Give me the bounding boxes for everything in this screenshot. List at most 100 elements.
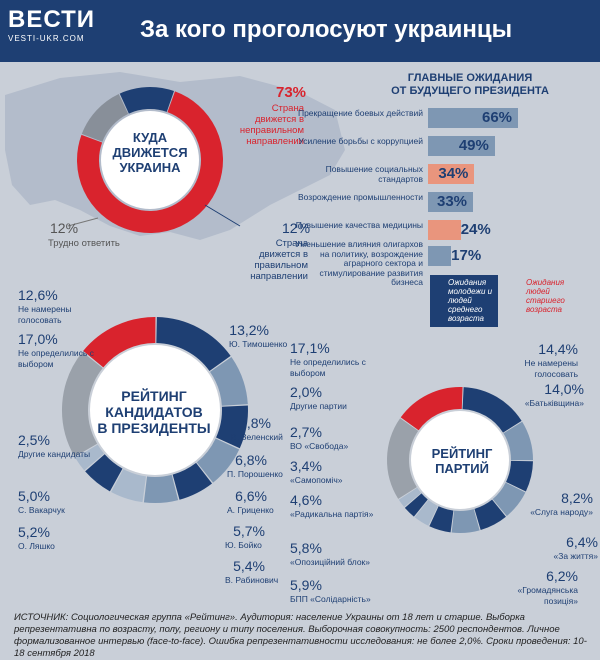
expectation-label: Возрождение промышленности <box>298 192 423 202</box>
logo-text: ВЕСТИ <box>8 6 95 33</box>
candidate-value: 17,0% <box>18 331 58 347</box>
party-name: «Батьківщина» <box>524 398 584 408</box>
direction-center-label: КУДА ДВИЖЕТСЯ УКРАИНА <box>95 130 205 175</box>
direction-center-line: УКРАИНА <box>119 160 181 175</box>
candidates-donut-segment <box>196 437 240 483</box>
candidates-donut-segment <box>62 351 103 457</box>
expectation-value: 17% <box>451 247 482 264</box>
candidate-name: А. Гриценко <box>227 505 274 515</box>
old-legend-box: Ожидания людей старшего возраста <box>516 275 586 327</box>
party-value: 14,0% <box>544 381 584 397</box>
expectation-bar <box>428 108 518 128</box>
wrong-direction-pct: 73% <box>276 84 307 101</box>
candidate-name: С. Вакарчук <box>18 505 65 515</box>
page-title: За кого проголосуют украинцы <box>140 16 513 43</box>
header-bar: ВЕСТИ VESTI-UKR.COM За кого проголосуют … <box>0 0 600 62</box>
candidate-name: Не намерены голосовать <box>18 304 72 325</box>
expectation-label: Прекращение боевых действий <box>297 108 423 118</box>
candidates-donut-hole <box>90 345 220 475</box>
source-note: ИСТОЧНИК: Социологическая группа «Рейтин… <box>14 612 587 659</box>
party-value: 6,2% <box>546 568 578 584</box>
candidate-name: В. Рабинович <box>225 575 279 585</box>
direction-center-line: ДВИЖЕТСЯ <box>112 145 188 160</box>
direction-donut-segment <box>77 91 223 233</box>
candidate-value: 5,7% <box>233 523 265 539</box>
party-value: 17,1% <box>290 340 330 356</box>
candidate-value: 12,6% <box>18 287 58 303</box>
parties-donut-segment <box>462 387 522 434</box>
party-name: БПП «Солідарність» <box>290 594 371 604</box>
parties-donut-segment <box>404 493 428 517</box>
expectation-label: Усиление борьбы с коррупцией <box>298 136 423 146</box>
parties-donut-segment <box>505 460 533 492</box>
candidates-donut-segment <box>215 405 248 449</box>
right-direction-pct: 12% <box>282 220 311 236</box>
parties-donut-segment <box>387 418 419 499</box>
candidates-donut-segment <box>155 317 231 372</box>
candidate-value: 6,6% <box>235 488 267 504</box>
parties-donut-segment <box>398 487 422 508</box>
parties-donut-segment <box>492 482 526 517</box>
wrong-direction-label: Страна движется в неправильном направлен… <box>239 103 304 147</box>
candidates-donut-segment <box>83 317 156 368</box>
candidate-name: П. Порошенко <box>227 469 283 479</box>
candidate-value: 5,4% <box>233 558 265 574</box>
parties-center-line: ПАРТИЙ <box>435 461 489 476</box>
candidate-value: 5,2% <box>18 524 50 540</box>
candidates-center-line: КАНДИДАТОВ <box>105 404 203 420</box>
parties-center-label: РЕЙТИНГ ПАРТИЙ <box>412 446 512 476</box>
expectation-value: 33% <box>437 193 468 210</box>
candidate-value: 5,0% <box>18 488 50 504</box>
candidates-donut-segment <box>143 474 179 503</box>
candidate-value: 13,2% <box>229 322 269 338</box>
parties-donut-segment <box>503 421 534 461</box>
parties-donut-hole <box>411 411 509 509</box>
party-name: «Радикальна партія» <box>290 509 374 519</box>
expectation-value: 49% <box>458 137 489 154</box>
expectation-bar <box>428 192 473 212</box>
party-name: «Слуга народу» <box>530 507 593 517</box>
party-name: «Опозиційний блок» <box>290 557 370 567</box>
candidates-donut-segment <box>85 453 123 492</box>
candidates-donut-segment <box>172 462 213 500</box>
party-value: 4,6% <box>290 492 322 508</box>
expectation-bar <box>428 246 452 266</box>
logo-subtext: VESTI-UKR.COM <box>8 34 85 43</box>
expectation-bar <box>428 220 461 240</box>
parties-center-line: РЕЙТИНГ <box>431 446 493 461</box>
young-legend-text: Ожидания молодежи и людей среднего возра… <box>448 278 493 323</box>
logo: ВЕСТИ VESTI-UKR.COM <box>8 6 95 54</box>
expectations-title-line: ОТ БУДУЩЕГО ПРЕЗИДЕНТА <box>391 85 549 97</box>
direction-donut-hole <box>101 111 199 209</box>
expectation-bar <box>428 164 475 184</box>
candidate-value: 2,5% <box>18 432 50 448</box>
expectation-value: 24% <box>460 221 491 238</box>
candidates-donut-segment <box>75 444 105 471</box>
expectations-title-line: ГЛАВНЫЕ ОЖИДАНИЯ <box>407 72 533 84</box>
party-name: Другие партии <box>290 401 347 411</box>
candidate-name: В. Зеленский <box>231 432 283 442</box>
party-name: ВО «Свобода» <box>290 441 349 451</box>
candidates-donut-segment <box>111 468 147 503</box>
expectation-value: 34% <box>438 165 469 182</box>
old-legend-text: Ожидания людей старшего возраста <box>526 278 565 314</box>
hard-to-say-label: Трудно ответить <box>48 238 120 249</box>
candidate-value: 6,8% <box>235 452 267 468</box>
party-name: Не определились с выбором <box>290 357 366 378</box>
direction-donut-segment <box>81 94 129 143</box>
parties-donut-segment <box>451 508 480 533</box>
party-name: «Самопоміч» <box>290 475 343 485</box>
party-name: «Громадянська позиція» <box>517 585 578 606</box>
party-name: Не намерены голосовать <box>524 358 578 379</box>
parties-donut-segment <box>473 499 506 531</box>
party-value: 6,4% <box>566 534 598 550</box>
candidate-name: Не определились с выбором <box>18 348 94 369</box>
party-name: «За життя» <box>553 551 598 561</box>
candidate-name: О. Ляшко <box>18 541 55 551</box>
party-value: 5,8% <box>290 540 322 556</box>
expectation-bar <box>428 136 495 156</box>
party-value: 8,2% <box>561 490 593 506</box>
candidates-center-line: РЕЙТИНГ <box>121 388 187 404</box>
candidates-center-label: РЕЙТИНГ КАНДИДАТОВ В ПРЕЗИДЕНТЫ <box>84 388 224 436</box>
